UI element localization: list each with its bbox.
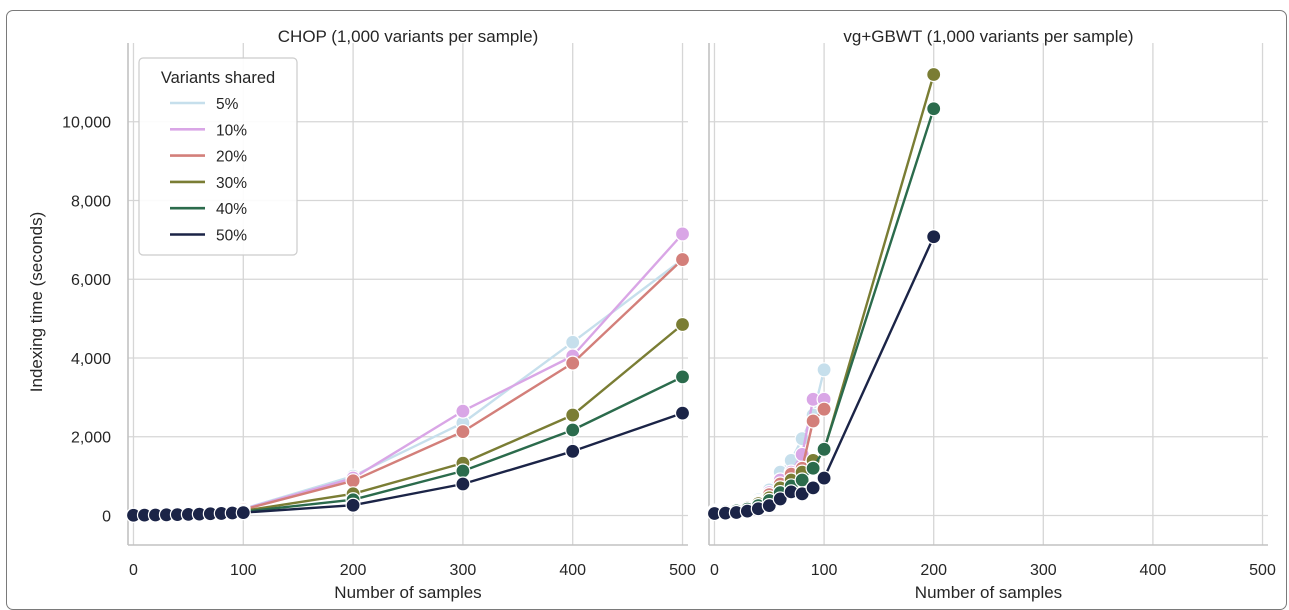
data-point (805, 480, 821, 496)
x-tick-label: 300 (450, 562, 477, 579)
series-50pct (706, 229, 942, 522)
data-point (455, 403, 471, 419)
data-point (565, 334, 581, 350)
data-point (455, 424, 471, 440)
x-tick-label: 100 (811, 562, 838, 579)
data-point (674, 316, 691, 333)
data-point (565, 443, 581, 459)
data-point (816, 401, 832, 417)
y-tick-label: 2,000 (71, 430, 111, 447)
legend-label: 20% (216, 149, 247, 166)
legend-title: Variants shared (161, 69, 275, 87)
data-point (926, 66, 942, 83)
data-point (772, 491, 788, 507)
legend-label: 50% (216, 228, 247, 245)
data-point (565, 407, 581, 423)
data-point (816, 470, 832, 486)
series-line (133, 233, 684, 517)
data-point (565, 422, 581, 438)
series-line (133, 411, 683, 517)
panel-title: vg+GBWT (1,000 variants per sample) (843, 27, 1133, 46)
data-point (345, 473, 361, 489)
y-tick-label: 10,000 (62, 115, 111, 132)
x-tick-label: 200 (340, 562, 367, 579)
data-point (235, 504, 251, 521)
series-40pct (125, 369, 691, 523)
y-tick-label: 0 (102, 508, 111, 525)
data-point (345, 497, 361, 513)
data-point (805, 413, 821, 429)
x-axis-title: Number of samples (334, 583, 481, 602)
x-tick-label: 500 (669, 562, 696, 579)
data-point (761, 498, 777, 514)
data-point (455, 463, 471, 479)
series-line (133, 258, 684, 517)
data-point (455, 476, 471, 492)
x-tick-label: 0 (710, 562, 719, 579)
x-tick-label: 0 (129, 562, 138, 579)
legend-label: 30% (216, 175, 247, 192)
series-30pct (125, 316, 691, 523)
data-point (674, 405, 691, 421)
series-line (133, 258, 684, 517)
legend-label: 10% (216, 122, 247, 139)
data-point (674, 369, 691, 385)
panel-chop: 0 100 200 300 400 500 0 2,000 4,000 6,000 8,000 10,… (27, 27, 696, 602)
data-point (816, 441, 832, 457)
data-point (816, 362, 832, 378)
x-tick-label: 200 (920, 562, 947, 579)
x-tick-label: 100 (230, 562, 257, 579)
x-tick-label: 500 (1249, 562, 1276, 579)
y-tick-label: 6,000 (71, 272, 111, 289)
panel-title: CHOP (1,000 variants per sample) (278, 27, 538, 46)
y-axis-title: Indexing time (seconds) (27, 212, 46, 392)
y-tick-label: 4,000 (71, 351, 111, 368)
legend-label: 5% (216, 96, 239, 113)
data-point (926, 229, 942, 245)
data-point (565, 355, 581, 371)
x-tick-label: 400 (559, 562, 586, 579)
series-line (133, 323, 684, 517)
data-point (805, 460, 821, 476)
x-axis-title: Number of samples (915, 583, 1062, 602)
legend-label: 40% (216, 201, 247, 218)
x-tick-label: 400 (1140, 562, 1167, 579)
series-50pct (125, 405, 691, 523)
data-point (926, 101, 942, 117)
panel-vg-gbwt: 0 100 200 300 400 500 Number of samples vg+GBWT… (706, 27, 1276, 602)
data-point (674, 251, 691, 268)
x-tick-label: 300 (1030, 562, 1057, 579)
legend-box (138, 57, 298, 256)
data-point (674, 226, 691, 242)
y-tick-label: 8,000 (71, 193, 111, 210)
legend: Variants shared 5% 10% 20% 30% 40% 50% (138, 57, 298, 256)
